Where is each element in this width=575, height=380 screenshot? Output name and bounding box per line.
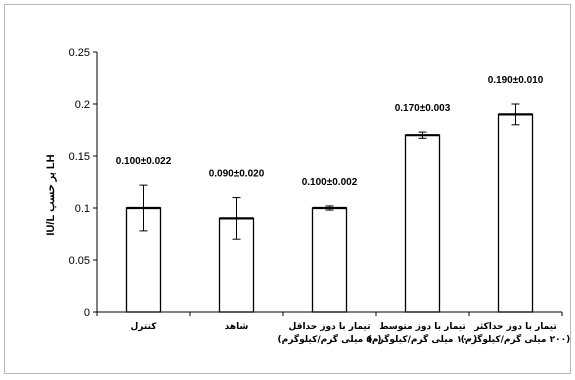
category-label: (۵۰ میلی گرم/کیلوگرم) <box>278 333 382 345</box>
y-axis-label: LH بر حسب IU/L <box>45 154 57 235</box>
category-label: (۲۰۰ میلی گرم/کیلوگرم) <box>461 333 570 345</box>
data-label: 0.100±0.022 <box>116 156 172 167</box>
y-tick-label: 0 <box>84 307 90 319</box>
bar <box>497 113 534 313</box>
bars <box>125 103 534 313</box>
y-tick-label: 0.25 <box>69 47 90 59</box>
bar <box>311 207 348 313</box>
y-axis: 0 0.05 0.1 0.15 0.2 0.25 <box>69 47 98 319</box>
y-tick-label: 0.2 <box>75 99 90 111</box>
data-label: 0.090±0.020 <box>209 169 265 180</box>
category-labels: کنترل شاهد تیمار با دوز حداقل(۵۰ میلی گرم/… <box>131 322 571 345</box>
y-tick-label: 0.05 <box>69 255 90 267</box>
category-label: تیمار با دوز متوسط <box>379 322 466 332</box>
category-label: تیمار با دوز حداکثر <box>473 322 556 332</box>
category-label: تیمار با دوز حداقل <box>289 322 371 332</box>
data-label: 0.170±0.003 <box>395 103 451 114</box>
bar <box>404 134 441 313</box>
category-label: شاهد <box>225 322 249 332</box>
y-tick-label: 0.15 <box>69 151 90 163</box>
y-tick-label: 0.1 <box>75 203 90 215</box>
data-label: 0.100±0.002 <box>302 177 358 188</box>
data-label: 0.190±0.010 <box>488 75 544 86</box>
data-labels: 0.100±0.022 0.090±0.020 0.100±0.002 0.170±0… <box>116 75 544 188</box>
category-label: (۱۰۰ میلی گرم/کیلوگرم) <box>368 333 477 345</box>
category-label: کنترل <box>131 322 158 332</box>
